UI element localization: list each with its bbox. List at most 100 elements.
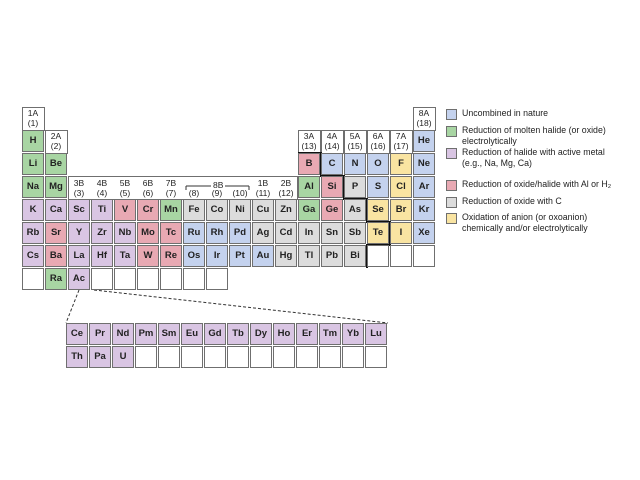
element-p: P	[344, 176, 366, 198]
group-label: 6A (16)	[367, 131, 390, 151]
element-bi: Bi	[344, 245, 366, 267]
element-eu: Eu	[181, 323, 203, 345]
legend-line: Oxidation of anion (or oxoanion)	[462, 212, 588, 222]
group-label-top: 4A	[326, 131, 338, 141]
group-label: 8A (18)	[413, 108, 436, 128]
group-label-bottom: (5)	[119, 188, 131, 198]
empty-cell	[135, 346, 157, 368]
group-label-top: 3A	[303, 131, 315, 141]
group-label: 7A (17)	[390, 131, 413, 151]
element-pm: Pm	[135, 323, 157, 345]
element-nb: Nb	[114, 222, 136, 244]
group-label-bottom: (12)	[278, 188, 294, 198]
element-ce: Ce	[66, 323, 88, 345]
legend-label: Oxidation of anion (or oxoanion) chemical…	[462, 212, 640, 234]
element-ho: Ho	[273, 323, 295, 345]
element-tb: Tb	[227, 323, 249, 345]
element-sb: Sb	[344, 222, 366, 244]
element-co: Co	[206, 199, 228, 221]
group-label: 6B (6)	[137, 178, 160, 198]
element-la: La	[68, 245, 90, 267]
empty-cell	[204, 346, 226, 368]
group-label-top: 7A	[395, 131, 407, 141]
group-label-bottom: (8)	[188, 188, 200, 198]
group-label-top: 4B	[96, 178, 108, 188]
element-kr: Kr	[413, 199, 435, 221]
legend-swatch	[446, 180, 457, 191]
element-be: Be	[45, 153, 67, 175]
element-ti: Ti	[91, 199, 113, 221]
element-tm: Tm	[319, 323, 341, 345]
group-label-top: 7B	[165, 178, 177, 188]
element-y: Y	[68, 222, 90, 244]
f-block-connector	[93, 289, 389, 324]
empty-cell	[137, 268, 159, 290]
empty-cell	[181, 346, 203, 368]
empty-cell	[296, 346, 318, 368]
element-pt: Pt	[229, 245, 251, 267]
element-f: F	[390, 153, 412, 175]
element-ra: Ra	[45, 268, 67, 290]
group-label-top: 6B	[142, 178, 154, 188]
legend-line: chemically and/or electrolytically	[462, 223, 588, 233]
element-pr: Pr	[89, 323, 111, 345]
element-au: Au	[252, 245, 274, 267]
empty-cell	[390, 245, 412, 267]
group-label-top	[183, 178, 206, 188]
group-label-top	[229, 178, 252, 188]
group-label: 2B (12)	[275, 178, 298, 198]
group-label: 4A (14)	[321, 131, 344, 151]
element-o: O	[367, 153, 389, 175]
f-block-connector	[65, 289, 80, 324]
element-er: Er	[296, 323, 318, 345]
element-tc: Tc	[160, 222, 182, 244]
legend-line: Reduction of oxide with C	[462, 196, 562, 206]
element-k: K	[22, 199, 44, 221]
empty-cell	[183, 268, 205, 290]
element-se: Se	[367, 199, 389, 221]
group-label: 7B (7)	[160, 178, 183, 198]
empty-cell	[160, 268, 182, 290]
legend-swatch	[446, 109, 457, 120]
element-cl: Cl	[390, 176, 412, 198]
element-fe: Fe	[183, 199, 205, 221]
legend-swatch	[446, 148, 457, 159]
empty-cell	[273, 346, 295, 368]
element-si: Si	[321, 176, 343, 198]
empty-cell	[206, 268, 228, 290]
group-label: 2A (2)	[45, 131, 68, 151]
element-th: Th	[66, 346, 88, 368]
element-re: Re	[160, 245, 182, 267]
element-mn: Mn	[160, 199, 182, 221]
group-label: (9)	[206, 178, 229, 198]
element-ru: Ru	[183, 222, 205, 244]
group-label-bottom: (3)	[73, 188, 85, 198]
legend-label: Uncombined in nature	[462, 108, 640, 119]
element-ag: Ag	[252, 222, 274, 244]
element-zr: Zr	[91, 222, 113, 244]
group-label: 5B (5)	[114, 178, 137, 198]
group-label: 1B (11)	[252, 178, 275, 198]
element-ta: Ta	[114, 245, 136, 267]
group-label: (8)	[183, 178, 206, 198]
element-ca: Ca	[45, 199, 67, 221]
element-n: N	[344, 153, 366, 175]
element-dy: Dy	[250, 323, 272, 345]
element-hg: Hg	[275, 245, 297, 267]
element-w: W	[137, 245, 159, 267]
element-as: As	[344, 199, 366, 221]
element-mg: Mg	[45, 176, 67, 198]
legend-line: electrolytically	[462, 136, 517, 146]
element-ar: Ar	[413, 176, 435, 198]
legend-swatch	[446, 197, 457, 208]
element-tl: Tl	[298, 245, 320, 267]
element-yb: Yb	[342, 323, 364, 345]
element-li: Li	[22, 153, 44, 175]
element-ir: Ir	[206, 245, 228, 267]
element-ac: Ac	[68, 268, 90, 290]
element-gd: Gd	[204, 323, 226, 345]
empty-cell	[158, 346, 180, 368]
element-pb: Pb	[321, 245, 343, 267]
group-label-bottom: (10)	[232, 188, 248, 198]
